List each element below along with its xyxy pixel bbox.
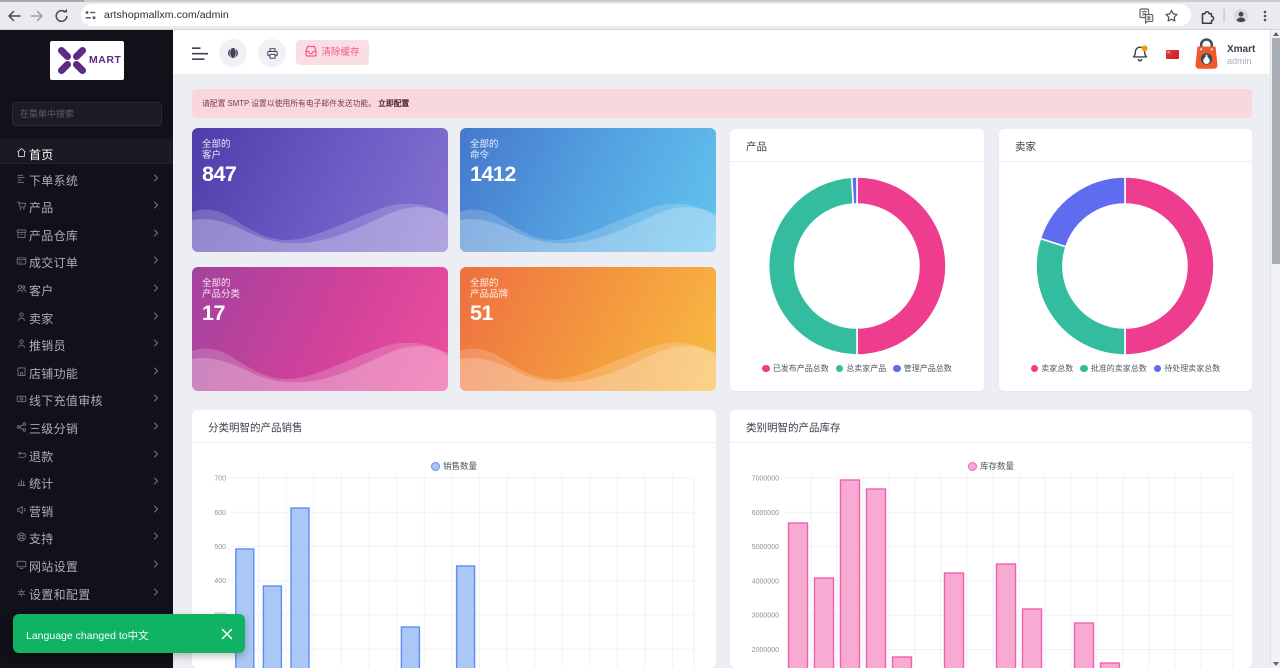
svg-text:600: 600 <box>214 510 226 517</box>
svg-text:4000000: 4000000 <box>752 578 779 585</box>
svg-text:400: 400 <box>214 578 226 585</box>
svg-text:700: 700 <box>214 476 226 483</box>
svg-text:500: 500 <box>214 544 226 551</box>
svg-text:6000000: 6000000 <box>752 510 779 517</box>
svg-text:2000000: 2000000 <box>752 647 779 654</box>
svg-text:7000000: 7000000 <box>752 476 779 483</box>
svg-text:5000000: 5000000 <box>752 544 779 551</box>
svg-text:3000000: 3000000 <box>752 613 779 620</box>
